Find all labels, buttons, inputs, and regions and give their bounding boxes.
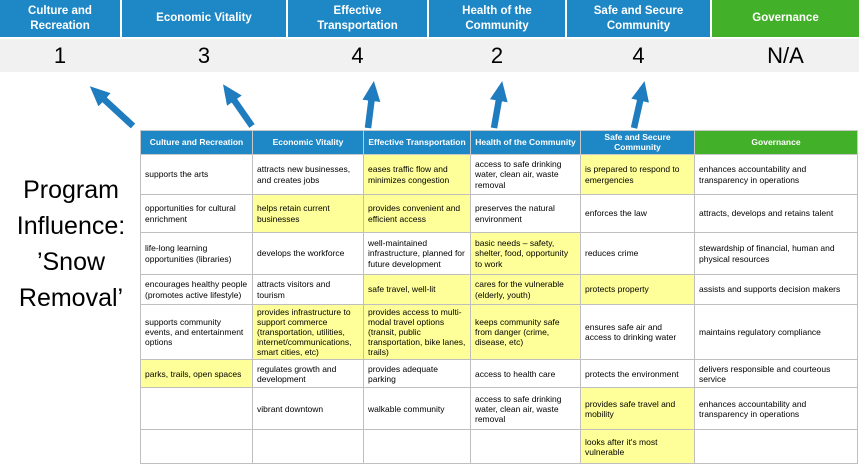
matrix-cell: parks, trails, open spaces: [140, 359, 253, 389]
matrix-cell: enhances accountability and transparency…: [694, 387, 858, 431]
matrix-cell: protects property: [580, 274, 695, 305]
score-governance: N/A: [767, 42, 804, 68]
matrix-cell: develops the workforce: [252, 232, 364, 275]
matrix-cell: vibrant downtown: [252, 387, 364, 431]
matrix-header-safety: Safe and Secure Community: [580, 130, 695, 155]
matrix-cell: well-maintained infrastructure, planned …: [363, 232, 471, 275]
top-category-economic: Economic Vitality: [122, 0, 286, 37]
title-line: Influence:: [16, 212, 126, 240]
matrix-cell: walkable community: [363, 387, 471, 431]
top-category-health: Health of the Community: [429, 0, 565, 37]
table-row: opportunities for cultural enrichment hel…: [140, 194, 858, 233]
matrix-cell: enhances accountability and transparency…: [694, 154, 858, 195]
table-row: encourages healthy people (promotes acti…: [140, 274, 858, 305]
arrow-icon: [362, 81, 381, 129]
table-row: supports the arts attracts new businesses…: [140, 154, 858, 195]
matrix-cell: ensures safe air and access to drinking …: [580, 303, 695, 361]
matrix-cell: basic needs – safety, shelter, food, opp…: [470, 232, 581, 275]
matrix-cell: protects the environment: [580, 359, 695, 389]
matrix-cell: looks after it's most vulnerable: [580, 429, 695, 465]
title-line: ’Snow: [36, 248, 106, 276]
matrix-header-transportation: Effective Transportation: [363, 130, 471, 155]
matrix-cell: [252, 429, 364, 465]
matrix-cell: supports community events, and entertain…: [140, 303, 253, 361]
influence-matrix: Culture and Recreation Economic Vitality…: [140, 130, 858, 465]
matrix-cell: provides infrastructure to support comme…: [252, 303, 364, 361]
arrow-icon: [489, 81, 508, 129]
matrix-header-health: Health of the Community: [470, 130, 581, 155]
matrix-cell: keeps community safe from danger (crime,…: [470, 303, 581, 361]
matrix-cell: assists and supports decision makers: [694, 274, 858, 305]
matrix-cell: delivers responsible and courteous servi…: [694, 359, 858, 389]
matrix-cell: provides access to multi-modal travel op…: [363, 303, 471, 361]
table-row: vibrant downtown walkable community access…: [140, 387, 858, 431]
score-safety: 4: [632, 42, 645, 68]
matrix-cell: encourages healthy people (promotes acti…: [140, 274, 253, 305]
arrow-icon: [630, 81, 649, 129]
matrix-cell: [694, 429, 858, 465]
matrix-cell: maintains regulatory compliance: [694, 303, 858, 361]
matrix-cell: attracts, develops and retains talent: [694, 194, 858, 233]
matrix-cell: eases traffic flow and minimizes congest…: [363, 154, 471, 195]
matrix-cell: attracts visitors and tourism: [252, 274, 364, 305]
matrix-cell: safe travel, well-lit: [363, 274, 471, 305]
matrix-cell: stewardship of financial, human and phys…: [694, 232, 858, 275]
matrix-cell: provides convenient and efficient access: [363, 194, 471, 233]
matrix-cell: [140, 387, 253, 431]
matrix-cell: enforces the law: [580, 194, 695, 233]
matrix-cell: access to safe drinking water, clean air…: [470, 387, 581, 431]
matrix-cell: regulates growth and development: [252, 359, 364, 389]
table-row: life-long learning opportunities (librar…: [140, 232, 858, 275]
table-row: looks after it's most vulnerable: [140, 429, 858, 465]
matrix-cell: supports the arts: [140, 154, 253, 195]
score-row: 1 3 4 2 4 N/A: [0, 39, 859, 72]
matrix-cell: cares for the vulnerable (elderly, youth…: [470, 274, 581, 305]
score-culture: 1: [53, 42, 67, 68]
top-category-transportation: Effective Transportation: [288, 0, 427, 37]
matrix-cell: is prepared to respond to emergencies: [580, 154, 695, 195]
table-row: parks, trails, open spaces regulates grow…: [140, 359, 858, 389]
matrix-cell: reduces crime: [580, 232, 695, 275]
matrix-header-row: Culture and Recreation Economic Vitality…: [140, 130, 858, 155]
matrix-cell: provides adequate parking: [363, 359, 471, 389]
matrix-cell: access to safe drinking water, clean air…: [470, 154, 581, 195]
category-header-bar: Culture and Recreation Economic Vitality…: [0, 0, 859, 37]
matrix-cell: [140, 429, 253, 465]
influence-arrows: [89, 81, 649, 129]
top-category-culture: Culture and Recreation: [0, 0, 120, 37]
table-row: supports community events, and entertain…: [140, 303, 858, 361]
top-category-safety: Safe and Secure Community: [567, 0, 710, 37]
matrix-cell: preserves the natural environment: [470, 194, 581, 233]
top-category-governance: Governance: [712, 0, 859, 37]
matrix-cell: provides safe travel and mobility: [580, 387, 695, 431]
matrix-cell: access to health care: [470, 359, 581, 389]
matrix-body: supports the arts attracts new businesses…: [140, 154, 858, 465]
score-transportation: 4: [351, 42, 364, 68]
matrix-cell: life-long learning opportunities (librar…: [140, 232, 253, 275]
matrix-header-culture: Culture and Recreation: [140, 130, 253, 155]
title-line: Removal’: [18, 284, 124, 312]
score-economic: 3: [197, 42, 211, 68]
program-influence-title: Program Influence: ’Snow Removal’: [0, 172, 142, 316]
matrix-cell: [363, 429, 471, 465]
matrix-cell: attracts new businesses, and creates job…: [252, 154, 364, 195]
arrow-icon: [223, 84, 255, 128]
score-health: 2: [490, 42, 504, 68]
arrow-icon: [89, 86, 136, 129]
title-line: Program: [23, 176, 119, 204]
matrix-cell: helps retain current businesses: [252, 194, 364, 233]
matrix-cell: [470, 429, 581, 465]
matrix-header-economic: Economic Vitality: [252, 130, 364, 155]
matrix-cell: opportunities for cultural enrichment: [140, 194, 253, 233]
matrix-header-governance: Governance: [694, 130, 858, 155]
